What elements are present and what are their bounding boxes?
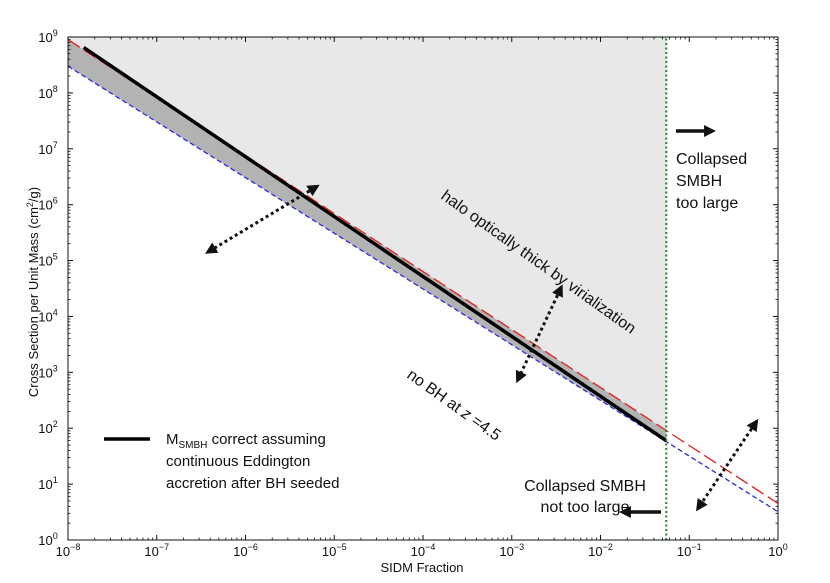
x-tick-base: 10 — [588, 544, 602, 559]
double-arrow-right — [696, 418, 759, 512]
x-tick-base: 10 — [768, 544, 782, 559]
double-arrow-upper — [205, 184, 320, 254]
legend-label-2: continuous Eddington — [166, 453, 310, 470]
annotation-collapsed-not-large-2: not too large — [541, 499, 630, 516]
x-tick-label: 100 — [768, 542, 787, 559]
y-tick-label: 104 — [38, 307, 57, 324]
legend-label-prefix: M — [166, 431, 179, 448]
annotation-collapsed-large-3: too large — [676, 195, 738, 212]
y-tick-base: 10 — [38, 30, 52, 45]
y-tick-base: 10 — [38, 86, 52, 101]
y-axis-label-main: Cross Section per Unit Mass (cm — [26, 207, 41, 397]
y-tick-base: 10 — [38, 254, 52, 269]
y-tick-exponent: 4 — [53, 307, 58, 317]
legend-label-rest: correct assuming — [207, 431, 325, 448]
annotation-no-bh-suffix: =4.5 — [464, 410, 503, 445]
y-tick-exponent: 0 — [53, 531, 58, 541]
y-tick-base: 10 — [38, 142, 52, 157]
x-tick-exponent: −5 — [336, 542, 346, 552]
x-tick-label: 10−3 — [499, 542, 524, 559]
x-tick-base: 10 — [144, 544, 158, 559]
y-tick-exponent: 7 — [53, 140, 58, 150]
y-tick-label: 109 — [38, 28, 57, 45]
x-tick-base: 10 — [677, 544, 691, 559]
y-axis-label: Cross Section per Unit Mass (cm2/g) — [25, 187, 41, 397]
x-tick-base: 10 — [322, 544, 336, 559]
x-tick-exponent: −8 — [70, 542, 80, 552]
x-tick-exponent: −7 — [159, 542, 169, 552]
y-tick-base: 10 — [38, 421, 52, 436]
double-arrow-middle — [515, 284, 563, 384]
annotation-collapsed-not-large-1: Collapsed SMBH — [524, 478, 646, 495]
y-tick-exponent: 6 — [53, 196, 58, 206]
x-tick-label: 10−5 — [322, 542, 347, 559]
annotation-collapsed-large-2: SMBH — [676, 173, 722, 190]
y-tick-label: 107 — [38, 140, 57, 157]
y-tick-exponent: 2 — [53, 419, 58, 429]
x-tick-exponent: −2 — [603, 542, 613, 552]
y-tick-base: 10 — [38, 533, 52, 548]
y-tick-label: 106 — [38, 196, 57, 213]
y-tick-base: 10 — [38, 365, 52, 380]
annotation-no-bh: no BH at z =4.5 — [404, 366, 504, 444]
y-tick-label: 101 — [38, 475, 57, 492]
legend-label-sub: SMBH — [179, 440, 208, 451]
y-tick-label: 100 — [38, 531, 57, 548]
y-tick-base: 10 — [38, 309, 52, 324]
legend-label-3: accretion after BH seeded — [166, 475, 339, 492]
y-tick-label: 108 — [38, 84, 57, 101]
y-axis-label-sup: 2 — [25, 202, 35, 207]
y-tick-base: 10 — [38, 477, 52, 492]
x-tick-base: 10 — [499, 544, 513, 559]
x-tick-exponent: −4 — [425, 542, 435, 552]
y-tick-exponent: 3 — [53, 363, 58, 373]
x-tick-label: 10−6 — [233, 542, 258, 559]
y-tick-exponent: 5 — [53, 252, 58, 262]
annotation-no-bh-prefix: no BH at — [404, 366, 468, 419]
legend: MSMBH correct assuming continuous Edding… — [104, 431, 339, 492]
x-tick-exponent: 0 — [783, 542, 788, 552]
y-tick-label: 105 — [38, 252, 57, 269]
y-tick-exponent: 1 — [53, 475, 58, 485]
x-tick-exponent: −6 — [248, 542, 258, 552]
y-axis-label-end: /g) — [26, 187, 41, 202]
x-tick-label: 10−2 — [588, 542, 613, 559]
y-tick-base: 10 — [38, 198, 52, 213]
annotation-collapsed-large-1: Collapsed — [676, 151, 747, 168]
series-line-black — [82, 46, 668, 443]
x-tick-label: 10−1 — [677, 542, 702, 559]
x-tick-base: 10 — [233, 544, 247, 559]
y-tick-exponent: 8 — [53, 84, 58, 94]
x-tick-exponent: −1 — [691, 542, 701, 552]
x-tick-base: 10 — [56, 544, 70, 559]
legend-label-1: MSMBH correct assuming — [166, 431, 326, 451]
y-tick-exponent: 9 — [53, 28, 58, 38]
x-axis-label: SIDM Fraction — [380, 560, 463, 575]
x-tick-exponent: −3 — [514, 542, 524, 552]
x-tick-label: 10−4 — [411, 542, 436, 559]
y-tick-label: 103 — [38, 363, 57, 380]
x-tick-label: 10−8 — [56, 542, 81, 559]
y-tick-label: 102 — [38, 419, 57, 436]
x-tick-base: 10 — [411, 544, 425, 559]
x-tick-label: 10−7 — [144, 542, 169, 559]
